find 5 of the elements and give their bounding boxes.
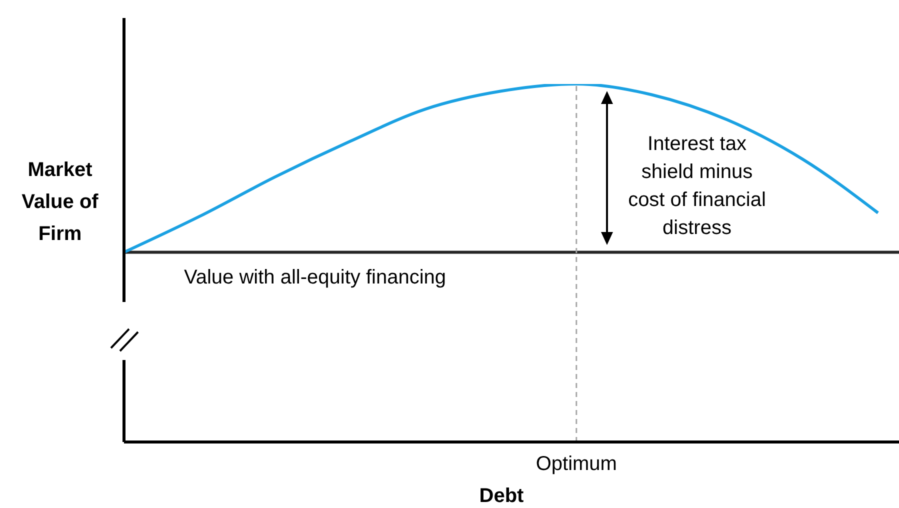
ref-line-label: Value with all-equity financing	[184, 266, 446, 288]
y-axis-title: Market Value of Firm	[22, 159, 99, 245]
text: Optimum	[536, 453, 617, 475]
annotation: Interest tax shield minus cost of financial distress	[628, 133, 766, 239]
x-axis-title: Debt	[479, 485, 524, 507]
